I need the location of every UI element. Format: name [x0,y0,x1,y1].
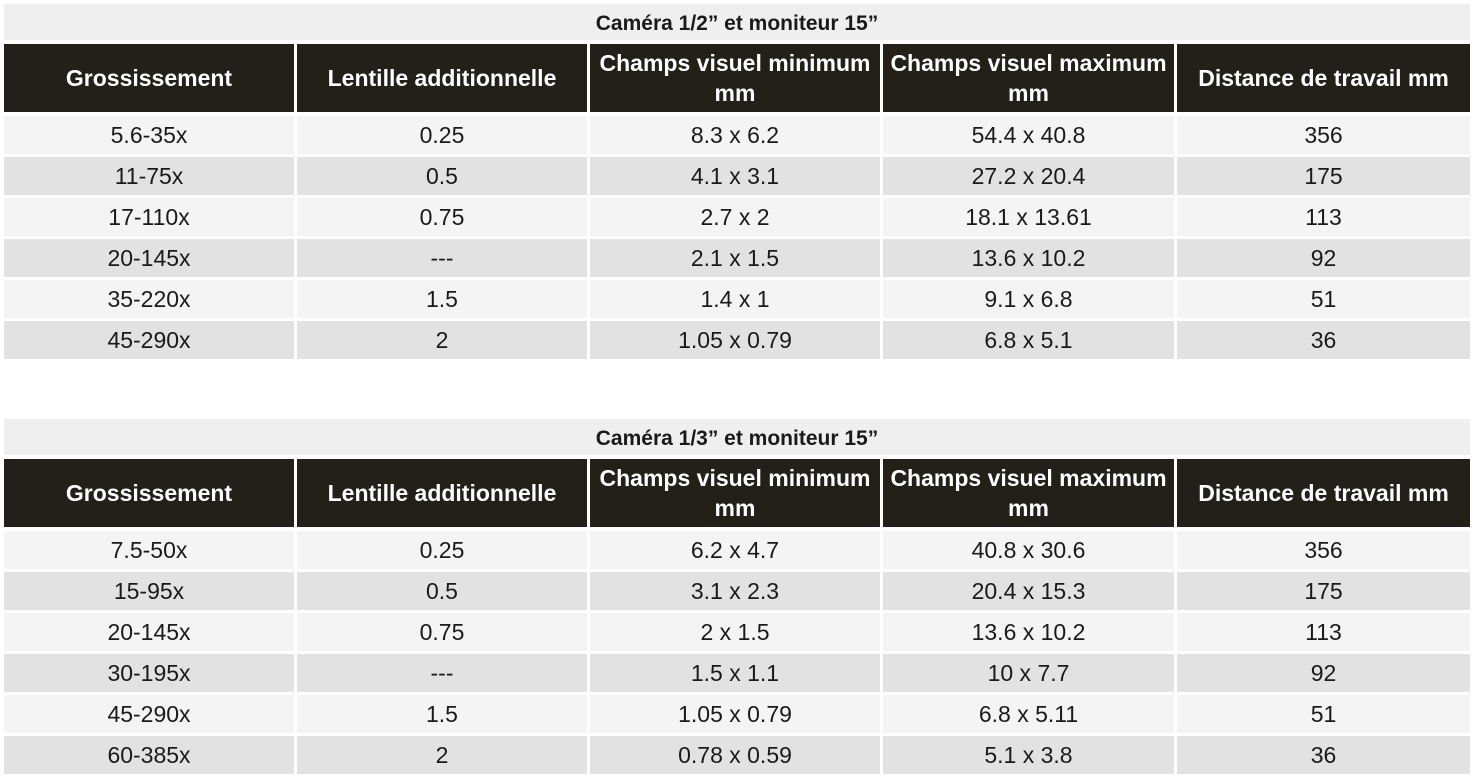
cell-champs-min: 2.1 x 1.5 [590,239,880,277]
header-champs-min: Champs visuel minimum mm [590,459,880,527]
cell-distance: 356 [1177,531,1470,569]
cell-champs-max: 40.8 x 30.6 [883,531,1174,569]
cell-lentille: 0.5 [297,157,587,195]
cell-champs-max: 20.4 x 15.3 [883,572,1174,610]
cell-champs-max: 13.6 x 10.2 [883,239,1174,277]
cell-champs-max: 10 x 7.7 [883,654,1174,692]
cell-grossissement: 11-75x [4,157,294,195]
cell-champs-max: 27.2 x 20.4 [883,157,1174,195]
cell-grossissement: 45-290x [4,695,294,733]
cell-champs-max: 9.1 x 6.8 [883,280,1174,318]
cell-champs-min: 4.1 x 3.1 [590,157,880,195]
cell-grossissement: 5.6-35x [4,116,294,154]
cell-grossissement: 15-95x [4,572,294,610]
header-champs-min: Champs visuel minimum mm [590,44,880,112]
cell-grossissement: 17-110x [4,198,294,236]
cell-lentille: 0.25 [297,531,587,569]
table-row: 20-145x 0.75 2 x 1.5 13.6 x 10.2 113 [4,613,1470,651]
cell-distance: 36 [1177,736,1470,774]
cell-grossissement: 20-145x [4,613,294,651]
table-row: 20-145x --- 2.1 x 1.5 13.6 x 10.2 92 [4,239,1470,277]
table-body: 7.5-50x 0.25 6.2 x 4.7 40.8 x 30.6 356 1… [4,531,1470,774]
cell-champs-min: 1.05 x 0.79 [590,695,880,733]
cell-distance: 92 [1177,654,1470,692]
header-lentille: Lentille additionnelle [297,44,587,112]
cell-distance: 51 [1177,280,1470,318]
cell-champs-min: 2.7 x 2 [590,198,880,236]
table-row: 30-195x --- 1.5 x 1.1 10 x 7.7 92 [4,654,1470,692]
cell-lentille: --- [297,239,587,277]
spec-table-camera-third-inch: Caméra 1/3” et moniteur 15” Grossissemen… [4,419,1470,777]
table-row: 35-220x 1.5 1.4 x 1 9.1 x 6.8 51 [4,280,1470,318]
header-grossissement: Grossissement [4,44,294,112]
table-row: 60-385x 2 0.78 x 0.59 5.1 x 3.8 36 [4,736,1470,774]
table-row: 5.6-35x 0.25 8.3 x 6.2 54.4 x 40.8 356 [4,116,1470,154]
cell-distance: 113 [1177,613,1470,651]
cell-grossissement: 45-290x [4,321,294,359]
table-row: 45-290x 2 1.05 x 0.79 6.8 x 5.1 36 [4,321,1470,359]
cell-lentille: 1.5 [297,695,587,733]
cell-champs-min: 0.78 x 0.59 [590,736,880,774]
header-champs-max: Champs visuel maximum mm [883,44,1174,112]
table-row: 15-95x 0.5 3.1 x 2.3 20.4 x 15.3 175 [4,572,1470,610]
spec-table-camera-half-inch: Caméra 1/2” et moniteur 15” Grossissemen… [4,4,1470,362]
table-title: Caméra 1/3” et moniteur 15” [4,419,1470,455]
cell-champs-max: 6.8 x 5.11 [883,695,1174,733]
header-grossissement: Grossissement [4,459,294,527]
cell-distance: 175 [1177,157,1470,195]
cell-lentille: 0.75 [297,613,587,651]
header-distance: Distance de travail mm [1177,44,1470,112]
cell-distance: 113 [1177,198,1470,236]
cell-grossissement: 30-195x [4,654,294,692]
header-distance: Distance de travail mm [1177,459,1470,527]
cell-lentille: 0.75 [297,198,587,236]
cell-distance: 51 [1177,695,1470,733]
cell-champs-min: 2 x 1.5 [590,613,880,651]
cell-champs-max: 18.1 x 13.61 [883,198,1174,236]
cell-champs-min: 1.4 x 1 [590,280,880,318]
cell-champs-max: 54.4 x 40.8 [883,116,1174,154]
cell-champs-min: 1.05 x 0.79 [590,321,880,359]
cell-lentille: 2 [297,736,587,774]
cell-champs-min: 1.5 x 1.1 [590,654,880,692]
table-row: 45-290x 1.5 1.05 x 0.79 6.8 x 5.11 51 [4,695,1470,733]
table-header-row: Grossissement Lentille additionnelle Cha… [4,459,1470,527]
cell-champs-max: 13.6 x 10.2 [883,613,1174,651]
cell-lentille: 0.25 [297,116,587,154]
table-body: 5.6-35x 0.25 8.3 x 6.2 54.4 x 40.8 356 1… [4,116,1470,359]
cell-grossissement: 7.5-50x [4,531,294,569]
cell-distance: 175 [1177,572,1470,610]
cell-champs-max: 6.8 x 5.1 [883,321,1174,359]
cell-grossissement: 20-145x [4,239,294,277]
cell-champs-min: 3.1 x 2.3 [590,572,880,610]
header-lentille: Lentille additionnelle [297,459,587,527]
cell-grossissement: 35-220x [4,280,294,318]
header-champs-max: Champs visuel maximum mm [883,459,1174,527]
cell-distance: 36 [1177,321,1470,359]
table-row: 11-75x 0.5 4.1 x 3.1 27.2 x 20.4 175 [4,157,1470,195]
table-row: 7.5-50x 0.25 6.2 x 4.7 40.8 x 30.6 356 [4,531,1470,569]
cell-lentille: 1.5 [297,280,587,318]
cell-distance: 92 [1177,239,1470,277]
cell-champs-min: 6.2 x 4.7 [590,531,880,569]
cell-champs-min: 8.3 x 6.2 [590,116,880,154]
table-row: 17-110x 0.75 2.7 x 2 18.1 x 13.61 113 [4,198,1470,236]
cell-lentille: --- [297,654,587,692]
cell-lentille: 2 [297,321,587,359]
table-title: Caméra 1/2” et moniteur 15” [4,4,1470,40]
cell-distance: 356 [1177,116,1470,154]
cell-grossissement: 60-385x [4,736,294,774]
table-header-row: Grossissement Lentille additionnelle Cha… [4,44,1470,112]
cell-champs-max: 5.1 x 3.8 [883,736,1174,774]
cell-lentille: 0.5 [297,572,587,610]
